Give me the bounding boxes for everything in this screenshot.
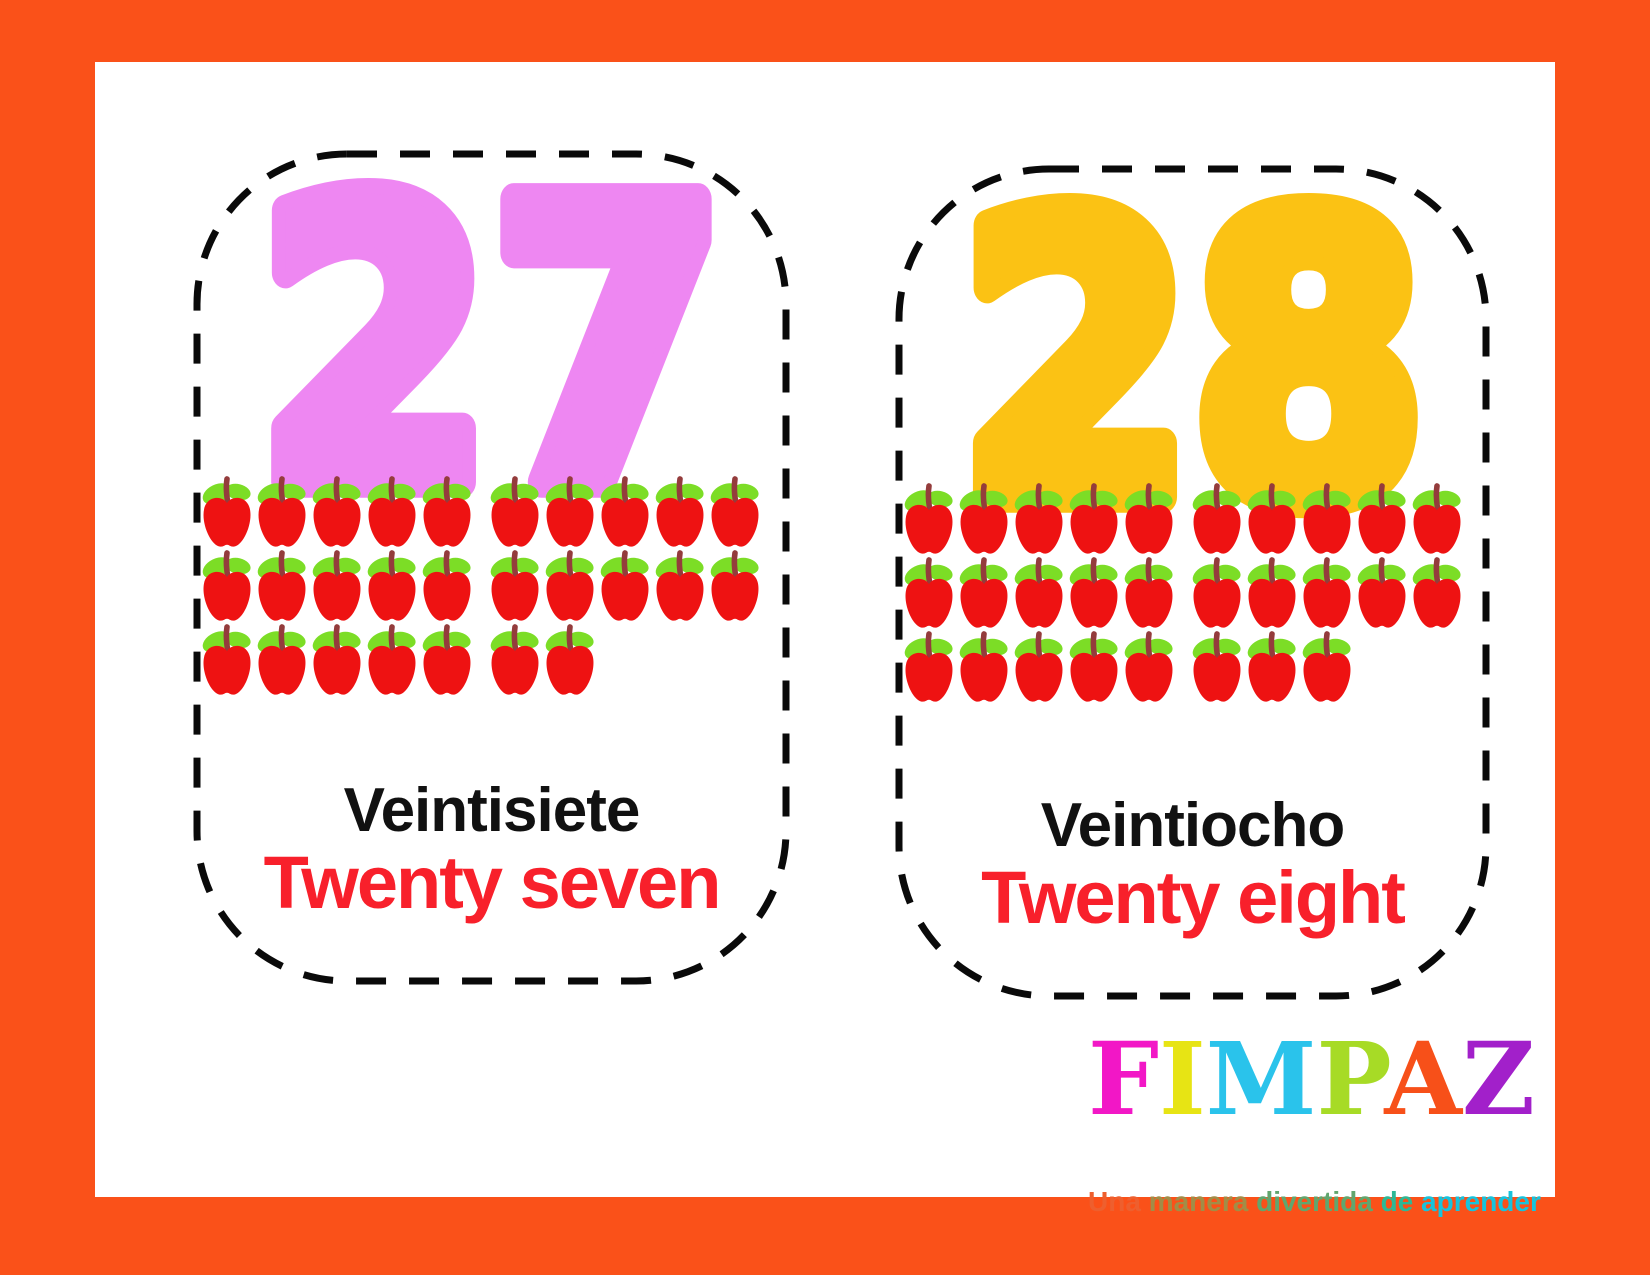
tagline-word: Una: [1088, 1186, 1141, 1217]
apple-icon: [545, 476, 594, 547]
apple-row: [199, 476, 790, 550]
apple-icon: [710, 550, 759, 621]
apple-icon: [600, 550, 649, 621]
dashed-cut-outline: [895, 165, 1490, 1000]
apple-icon: [904, 631, 953, 702]
apple-icon: [1357, 483, 1406, 554]
apple-icon: [1014, 483, 1063, 554]
apple-icon: [1192, 631, 1241, 702]
apple-icon: [1124, 483, 1173, 554]
tagline-word: manera: [1148, 1186, 1249, 1217]
logo-tagline: Una manera divertida de aprender: [1088, 1186, 1541, 1218]
apple-icon: [1302, 483, 1351, 554]
apple-row: [199, 624, 790, 698]
apple-icon: [257, 476, 306, 547]
apple-icon: [1014, 631, 1063, 702]
apple-row: [901, 631, 1490, 705]
apple-row: [199, 550, 790, 624]
english-number-word: Twenty seven: [263, 841, 722, 924]
apple-icon: [959, 483, 1008, 554]
apple-icon: [1357, 557, 1406, 628]
apple-icon: [422, 550, 471, 621]
apple-icon: [202, 476, 251, 547]
apple-icon: [422, 476, 471, 547]
brand-logo: FIMPAZ Una manera divertida de aprender: [1088, 1029, 1541, 1218]
apple-icon: [1124, 557, 1173, 628]
apple-icon: [202, 550, 251, 621]
apple-icon: [545, 550, 594, 621]
logo-letter: P: [1316, 1020, 1385, 1138]
apple-icon: [1302, 631, 1351, 702]
apple-icon: [1192, 483, 1241, 554]
apple-icon: [1069, 557, 1118, 628]
apple-icon: [1247, 483, 1296, 554]
flashcard-twenty-eight: 28: [895, 123, 1490, 1000]
apple-icon: [904, 483, 953, 554]
apple-icon: [490, 624, 539, 695]
apple-icon: [312, 550, 361, 621]
apple-icon: [545, 624, 594, 695]
tagline-word: divertida: [1256, 1186, 1373, 1217]
apple-icon: [1412, 557, 1461, 628]
spanish-number-word: Veintiocho: [1040, 791, 1345, 860]
apple-icon: [367, 476, 416, 547]
apple-row: [901, 557, 1490, 631]
logo-wordmark: FIMPAZ: [1088, 1029, 1535, 1154]
apple-grid: [901, 483, 1490, 705]
apple-icon: [367, 550, 416, 621]
apple-icon: [1124, 631, 1173, 702]
logo-letter: Z: [1462, 1020, 1535, 1138]
apple-icon: [655, 476, 704, 547]
apple-icon: [655, 550, 704, 621]
apple-row: [901, 483, 1490, 557]
tagline-word: aprender: [1421, 1186, 1541, 1217]
apple-icon: [904, 557, 953, 628]
apple-grid: [199, 476, 790, 698]
card-labels: Veintiocho Twenty eight: [895, 793, 1490, 935]
logo-letter: I: [1159, 1020, 1206, 1138]
apple-icon: [959, 557, 1008, 628]
apple-icon: [257, 624, 306, 695]
apple-icon: [1302, 557, 1351, 628]
apple-icon: [202, 624, 251, 695]
apple-icon: [422, 624, 471, 695]
apple-icon: [1247, 631, 1296, 702]
flashcard-twenty-seven: 27: [193, 107, 790, 985]
apple-icon: [312, 476, 361, 547]
logo-letter: M: [1205, 1020, 1317, 1138]
apple-icon: [1014, 557, 1063, 628]
apple-icon: [600, 476, 649, 547]
card-labels: Veintisiete Twenty seven: [193, 778, 790, 920]
english-number-word: Twenty eight: [981, 856, 1406, 939]
apple-icon: [1412, 483, 1461, 554]
apple-icon: [367, 624, 416, 695]
apple-icon: [1069, 631, 1118, 702]
apple-icon: [1247, 557, 1296, 628]
spanish-number-word: Veintisiete: [343, 776, 641, 845]
logo-letter: A: [1384, 1020, 1462, 1138]
apple-icon: [490, 476, 539, 547]
dashed-cut-outline: [193, 150, 790, 985]
apple-icon: [257, 550, 306, 621]
apple-icon: [1069, 483, 1118, 554]
logo-letter: F: [1088, 1020, 1159, 1138]
apple-icon: [959, 631, 1008, 702]
apple-icon: [312, 624, 361, 695]
apple-icon: [1192, 557, 1241, 628]
tagline-word: de: [1380, 1186, 1414, 1217]
apple-icon: [710, 476, 759, 547]
apple-icon: [490, 550, 539, 621]
